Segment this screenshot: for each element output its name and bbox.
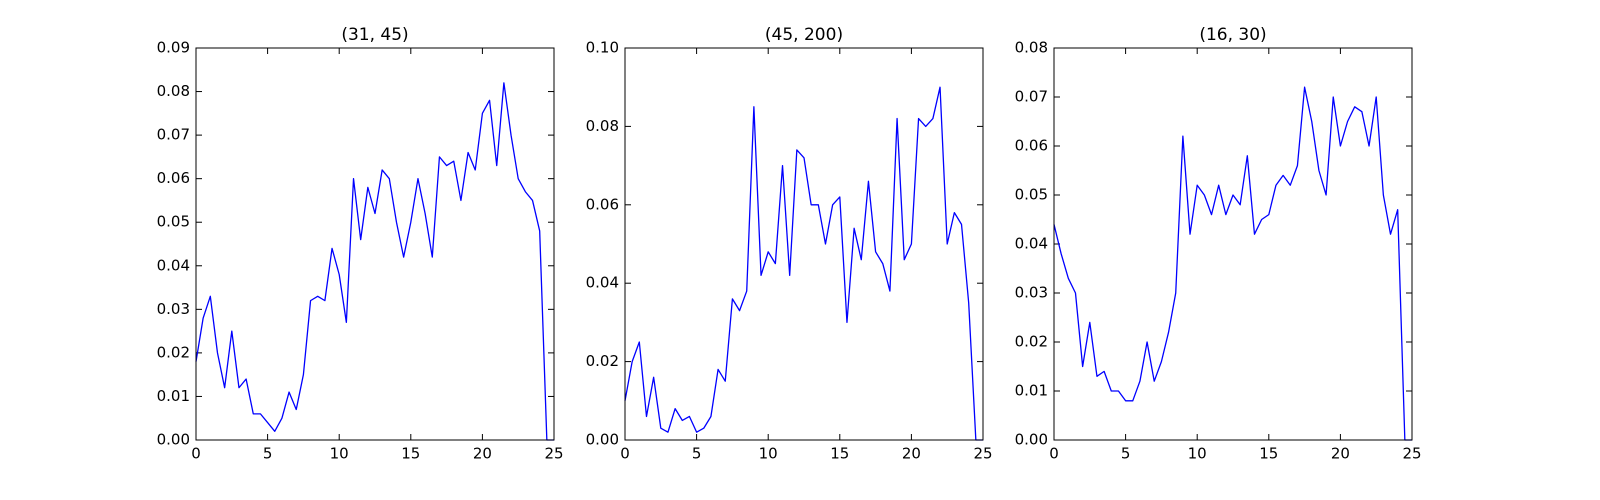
- y-tick-label: 0.00: [586, 431, 619, 449]
- x-tick-label: 25: [973, 445, 992, 463]
- y-tick-label: 0.03: [157, 300, 190, 318]
- y-tick-label: 0.03: [1015, 284, 1048, 302]
- x-tick-label: 5: [692, 445, 702, 463]
- x-tick-label: 5: [1121, 445, 1131, 463]
- y-tick-label: 0.02: [1015, 333, 1048, 351]
- y-tick-label: 0.02: [157, 343, 190, 361]
- y-tick-label: 0.04: [1015, 235, 1048, 253]
- x-tick-label: 20: [902, 445, 921, 463]
- y-tick-label: 0.10: [586, 39, 619, 57]
- y-tick-label: 0.04: [586, 274, 619, 292]
- y-tick-label: 0.04: [157, 256, 190, 274]
- x-tick-label: 0: [1049, 445, 1059, 463]
- y-tick-label: 0.08: [157, 82, 190, 100]
- x-tick-label: 10: [330, 445, 349, 463]
- y-tick-label: 0.05: [157, 213, 190, 231]
- data-line: [1053, 86, 1412, 441]
- axes-frame: [624, 47, 984, 441]
- y-tick-label: 0.06: [586, 195, 619, 213]
- chart-title: (16, 30): [1199, 25, 1266, 45]
- axes-frame: [195, 47, 555, 441]
- y-tick-label: 0.08: [586, 117, 619, 135]
- axes-frame: [1053, 47, 1413, 441]
- x-tick-label: 20: [473, 445, 492, 463]
- x-tick-label: 25: [1402, 445, 1421, 463]
- x-tick-label: 0: [620, 445, 630, 463]
- y-tick-label: 0.02: [586, 352, 619, 370]
- data-line: [624, 86, 983, 441]
- x-tick-label: 15: [830, 445, 849, 463]
- y-tick-label: 0.00: [1015, 431, 1048, 449]
- y-tick-label: 0.07: [157, 126, 190, 144]
- y-tick-label: 0.05: [1015, 186, 1048, 204]
- chart-title: (31, 45): [341, 25, 408, 45]
- x-tick-label: 15: [1259, 445, 1278, 463]
- data-line: [195, 82, 554, 441]
- y-tick-label: 0.06: [157, 169, 190, 187]
- y-tick-label: 0.08: [1015, 39, 1048, 57]
- y-tick-label: 0.07: [1015, 88, 1048, 106]
- y-tick-label: 0.09: [157, 39, 190, 57]
- x-tick-label: 25: [544, 445, 563, 463]
- x-tick-label: 20: [1331, 445, 1350, 463]
- y-tick-label: 0.06: [1015, 137, 1048, 155]
- x-tick-label: 15: [401, 445, 420, 463]
- x-tick-label: 0: [191, 445, 201, 463]
- x-tick-label: 10: [759, 445, 778, 463]
- y-tick-label: 0.01: [157, 387, 190, 405]
- x-tick-label: 5: [263, 445, 273, 463]
- y-tick-label: 0.01: [1015, 382, 1048, 400]
- y-tick-label: 0.00: [157, 431, 190, 449]
- chart-title: (45, 200): [765, 25, 843, 45]
- x-tick-label: 10: [1188, 445, 1207, 463]
